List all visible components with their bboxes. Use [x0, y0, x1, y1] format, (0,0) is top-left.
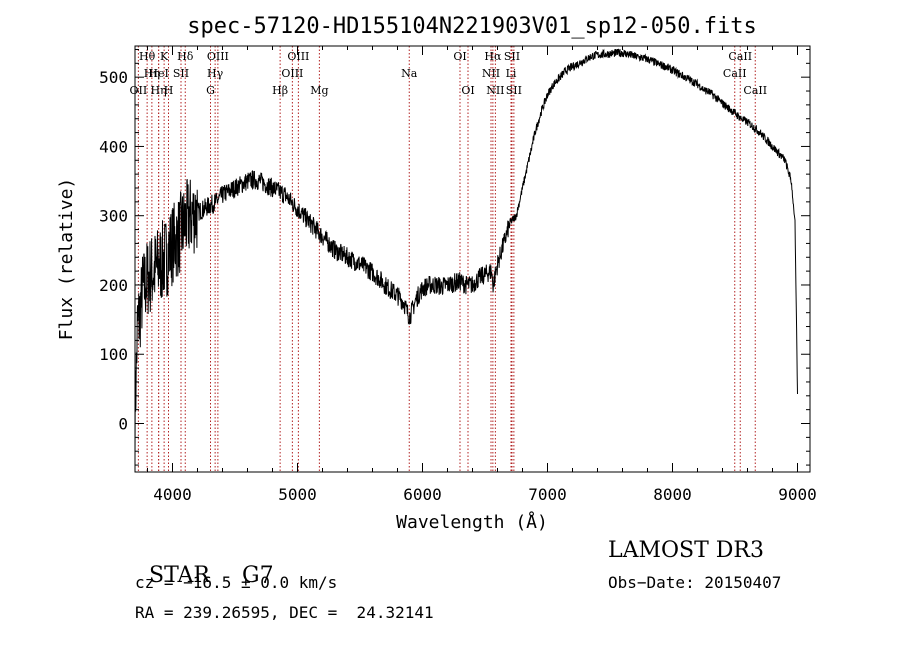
spectral-line-label-24: SII: [506, 84, 522, 97]
series-flux: [134, 48, 798, 459]
spectral-line-label-13: OIII: [281, 67, 303, 80]
spectral-line-labels: OIIHθHηHηHeIKHSIIHδGOIIIHγHβOIIIOIIIMgNa…: [130, 50, 768, 97]
x-tick-label: 4000: [153, 485, 192, 504]
spectral-line-label-23: SII: [504, 50, 520, 63]
y-tick-label: 500: [99, 68, 128, 87]
series-layer: [134, 48, 798, 459]
ra-dec-value: RA = 239.26595, DEC = 24.32141: [135, 603, 434, 622]
y-tick-label: 200: [99, 276, 128, 295]
axes-ticks: 4000 5000 6000 7000 8000 9000 0 100 200 300 400 500: [99, 46, 817, 504]
spectral-line-label-12: Hβ: [272, 84, 288, 97]
spectral-line-label-19: NII: [482, 67, 500, 80]
spectral-line-label-27: CaII: [743, 84, 767, 97]
spectral-line-label-1: Hθ: [139, 50, 156, 63]
spectral-line-label-9: G: [206, 84, 215, 97]
y-tick-label: 0: [118, 415, 128, 434]
spectral-line-label-25: CaII: [723, 67, 747, 80]
spectral-line-label-7: SII: [173, 67, 189, 80]
subclass-label: G7: [242, 563, 274, 588]
spectral-line-label-5: K: [160, 50, 169, 63]
x-tick-label: 7000: [528, 485, 567, 504]
spectral-line-label-22: Li: [506, 67, 517, 80]
x-tick-label: 9000: [778, 485, 817, 504]
y-tick-label: 400: [99, 137, 128, 156]
x-axis-label: Wavelength (Å): [396, 511, 548, 533]
spectral-line-label-4: HeI: [148, 67, 168, 80]
spectral-line-markers: [137, 46, 756, 472]
chart-title: spec-57120-HD155104N221903V01_sp12-050.f…: [187, 14, 757, 39]
spectral-line-label-0: OII: [130, 84, 148, 97]
y-tick-label: 100: [99, 345, 128, 364]
x-tick-label: 5000: [278, 485, 317, 504]
spectral-line-label-14: OIII: [287, 50, 309, 63]
spectral-line-label-2: Hη: [144, 67, 160, 80]
class-label: STAR: [149, 563, 210, 588]
spectral-line-label-16: Na: [401, 67, 418, 80]
spectral-line-label-3: Hη: [151, 84, 167, 97]
y-axis-label: Flux (relative): [56, 178, 77, 341]
plot-frame: [134, 45, 811, 473]
spectral-line-label-11: Hγ: [207, 67, 224, 80]
survey-label: LAMOST DR3: [608, 538, 764, 563]
x-tick-label: 8000: [653, 485, 692, 504]
spectral-line-label-10: OIII: [207, 50, 229, 63]
obs-date: Obs−Date: 20150407: [608, 573, 782, 592]
spectral-line-label-20: Hα: [484, 50, 502, 63]
spectral-line-label-17: OI: [453, 50, 466, 63]
x-tick-label: 6000: [403, 485, 442, 504]
spectral-line-label-15: Mg: [310, 84, 328, 97]
spectral-line-label-6: H: [164, 84, 174, 97]
spectral-line-label-21: NII: [486, 84, 504, 97]
y-tick-label: 300: [99, 207, 128, 226]
object-class: STAR G7: [135, 538, 274, 588]
cz-value: cz = −16.5 ± 0.0 km/s: [135, 573, 338, 592]
spectral-line-label-18: OI: [461, 84, 474, 97]
spectral-line-label-8: Hδ: [177, 50, 194, 63]
spectral-line-label-26: CaII: [728, 50, 752, 63]
